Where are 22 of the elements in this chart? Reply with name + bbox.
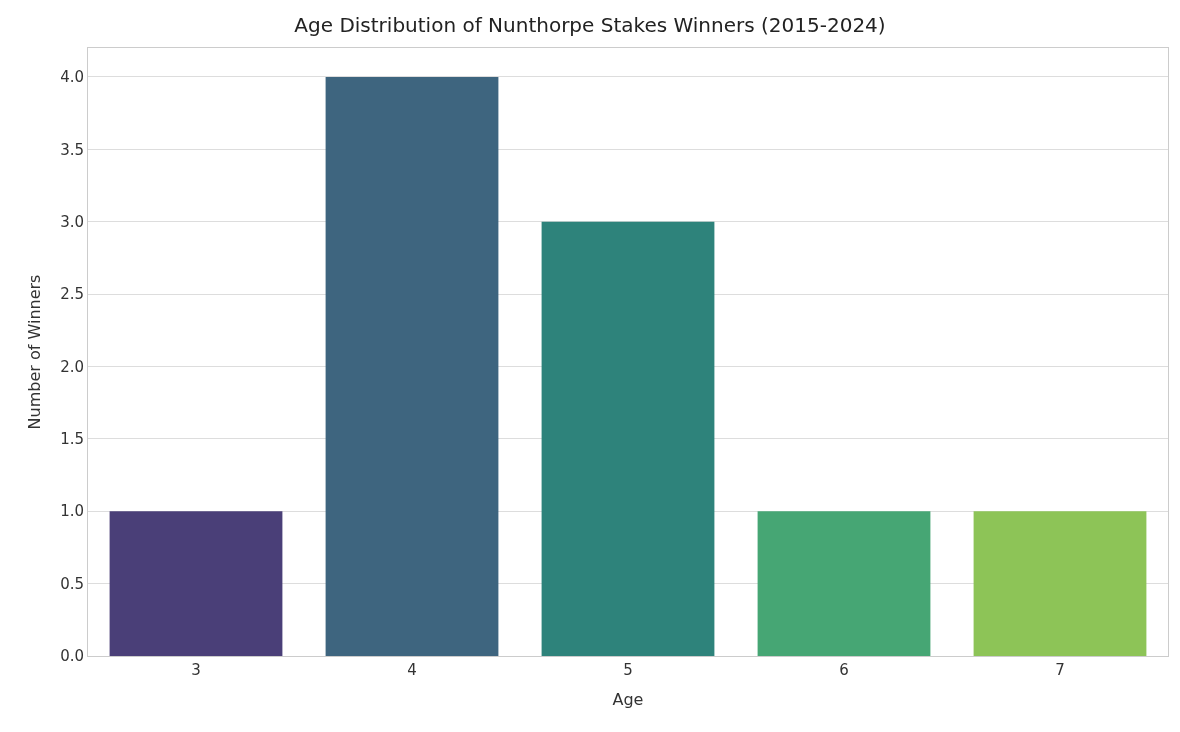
x-tick-label: 4 [407, 661, 417, 679]
bar [109, 511, 283, 656]
x-tick-label: 5 [623, 661, 633, 679]
y-tick-label: 2.0 [60, 357, 84, 376]
y-tick-label: 1.5 [60, 430, 84, 449]
y-tick-label: 2.5 [60, 285, 84, 304]
bar [541, 221, 715, 656]
bar [973, 511, 1147, 656]
y-tick-label: 3.5 [60, 140, 84, 159]
y-tick-label: 0.5 [60, 574, 84, 593]
bar [325, 76, 499, 656]
y-tick-label: 3.0 [60, 212, 84, 231]
y-axis-title: Number of Winners [25, 274, 45, 430]
y-tick-label: 4.0 [60, 68, 84, 87]
x-tick-label: 6 [839, 661, 849, 679]
y-tick-label: 1.0 [60, 502, 84, 521]
y-tick-label: 0.0 [60, 647, 84, 666]
x-axis-title: Age [612, 689, 644, 709]
x-tick-label: 3 [191, 661, 201, 679]
chart-title: Age Distribution of Nunthorpe Stakes Winners (2015-2024) [294, 13, 886, 38]
bar [757, 511, 931, 656]
x-tick-label: 7 [1055, 661, 1065, 679]
